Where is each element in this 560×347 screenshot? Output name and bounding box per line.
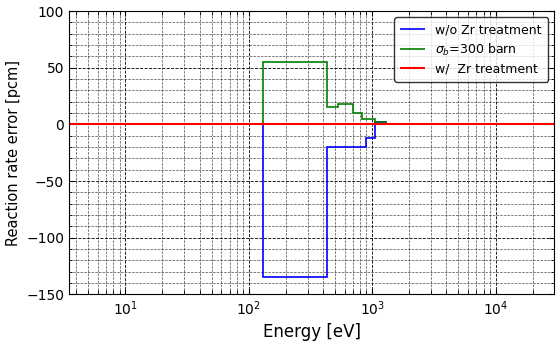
- w/o Zr treatment: [259, 122, 266, 127]
- σ_b=300 barn: [335, 102, 342, 106]
- Y-axis label: Reaction rate error [pcm]: Reaction rate error [pcm]: [6, 60, 21, 246]
- w/o Zr treatment: [349, 145, 356, 149]
- w/o Zr treatment: [66, 122, 72, 127]
- Legend: w/o Zr treatment, $\sigma_b$=300 barn, w/  Zr treatment: w/o Zr treatment, $\sigma_b$=300 barn, w…: [394, 17, 548, 82]
- σ_b=300 barn: [259, 60, 266, 64]
- w/o Zr treatment: [349, 145, 356, 149]
- σ_b=300 barn: [324, 105, 330, 110]
- σ_b=300 barn: [371, 117, 378, 121]
- σ_b=300 barn: [551, 122, 558, 127]
- Line: σ_b=300 barn: σ_b=300 barn: [69, 62, 554, 125]
- X-axis label: Energy [eV]: Energy [eV]: [263, 323, 361, 341]
- σ_b=300 barn: [324, 60, 330, 64]
- w/o Zr treatment: [259, 275, 266, 279]
- σ_b=300 barn: [335, 105, 342, 110]
- σ_b=300 barn: [359, 111, 366, 115]
- w/o Zr treatment: [371, 136, 378, 140]
- w/o Zr treatment: [363, 145, 370, 149]
- w/o Zr treatment: [324, 275, 330, 279]
- Line: w/o Zr treatment: w/o Zr treatment: [69, 122, 554, 277]
- σ_b=300 barn: [66, 122, 72, 127]
- σ_b=300 barn: [371, 120, 378, 124]
- w/o Zr treatment: [383, 122, 390, 127]
- σ_b=300 barn: [383, 122, 390, 127]
- σ_b=300 barn: [349, 102, 356, 106]
- w/o Zr treatment: [371, 120, 378, 124]
- w/o Zr treatment: [324, 145, 330, 149]
- w/o Zr treatment: [551, 122, 558, 127]
- σ_b=300 barn: [383, 120, 390, 124]
- w/o Zr treatment: [383, 120, 390, 124]
- w/o Zr treatment: [363, 136, 370, 140]
- σ_b=300 barn: [359, 117, 366, 121]
- σ_b=300 barn: [349, 111, 356, 115]
- σ_b=300 barn: [259, 122, 266, 127]
